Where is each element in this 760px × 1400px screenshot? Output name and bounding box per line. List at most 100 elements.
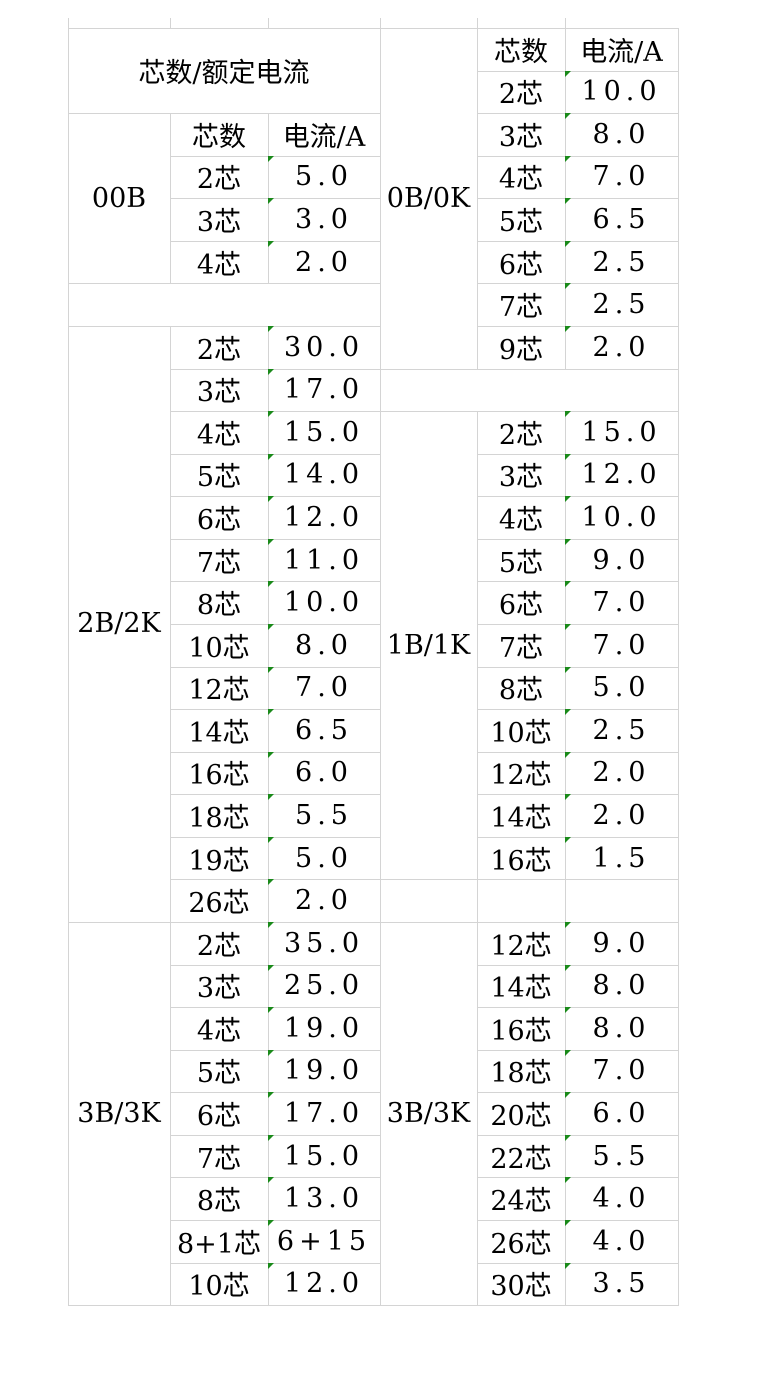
cores-cell[interactable]: 2芯 xyxy=(477,411,566,455)
current-cell[interactable]: 3.5 xyxy=(565,1262,679,1307)
current-cell[interactable]: 5.5 xyxy=(268,794,381,838)
cores-cell[interactable]: 3芯 xyxy=(477,113,566,157)
header-current-cell[interactable]: 电流/A xyxy=(268,113,381,157)
current-cell[interactable]: 2.5 xyxy=(565,283,679,327)
cores-cell[interactable]: 9芯 xyxy=(477,325,566,370)
cores-cell[interactable]: 2芯 xyxy=(170,155,269,200)
cores-cell[interactable]: 22芯 xyxy=(477,1134,566,1179)
current-cell[interactable]: 7.0 xyxy=(565,155,679,200)
current-cell[interactable]: 2.0 xyxy=(268,240,381,285)
current-cell[interactable]: 4.0 xyxy=(565,1219,679,1264)
cores-cell[interactable]: 12芯 xyxy=(170,666,269,711)
cores-cell[interactable]: 14芯 xyxy=(170,709,269,753)
cores-cell[interactable]: 6芯 xyxy=(477,240,566,285)
current-cell[interactable]: 10.0 xyxy=(565,496,679,540)
current-cell[interactable]: 5.0 xyxy=(565,666,679,711)
current-cell[interactable]: 8.0 xyxy=(268,623,381,668)
cores-cell[interactable]: 5芯 xyxy=(170,1049,269,1094)
group-label-cell[interactable]: 1B/1K xyxy=(380,411,478,881)
current-cell[interactable]: 30.0 xyxy=(268,325,381,370)
cores-cell[interactable]: 4芯 xyxy=(170,411,269,455)
current-cell[interactable]: 6.5 xyxy=(565,198,679,242)
current-cell[interactable]: 17.0 xyxy=(268,368,381,413)
current-cell[interactable]: 9.0 xyxy=(565,921,679,966)
current-cell[interactable]: 7.0 xyxy=(565,581,679,625)
current-cell[interactable]: 9.0 xyxy=(565,538,679,583)
current-cell[interactable]: 14.0 xyxy=(268,453,381,498)
cores-cell[interactable]: 8芯 xyxy=(170,581,269,625)
current-cell[interactable]: 2.0 xyxy=(565,325,679,370)
current-cell[interactable]: 11.0 xyxy=(268,538,381,583)
current-cell[interactable]: 19.0 xyxy=(268,1007,381,1051)
cores-cell[interactable]: 3芯 xyxy=(170,964,269,1009)
current-cell[interactable]: 6.0 xyxy=(268,751,381,796)
cores-cell[interactable]: 5芯 xyxy=(477,198,566,242)
cores-cell[interactable]: 2芯 xyxy=(477,70,566,115)
current-cell[interactable]: 5.0 xyxy=(268,155,381,200)
cores-cell[interactable]: 26芯 xyxy=(170,879,269,923)
cores-cell[interactable]: 12芯 xyxy=(477,921,566,966)
cores-cell[interactable]: 2芯 xyxy=(170,325,269,370)
cores-cell[interactable]: 12芯 xyxy=(477,751,566,796)
title-cell[interactable]: 芯数/额定电流 xyxy=(68,28,381,115)
cores-cell[interactable]: 3芯 xyxy=(170,368,269,413)
cores-cell[interactable]: 10芯 xyxy=(170,1262,269,1307)
cores-cell[interactable]: 2芯 xyxy=(170,921,269,966)
cores-cell[interactable]: 8芯 xyxy=(477,666,566,711)
current-cell[interactable]: 1.5 xyxy=(565,836,679,881)
current-cell[interactable]: 19.0 xyxy=(268,1049,381,1094)
header-cores-cell[interactable]: 芯数 xyxy=(477,28,566,72)
current-cell[interactable]: 5.0 xyxy=(268,836,381,881)
current-cell[interactable]: 8.0 xyxy=(565,113,679,157)
current-cell[interactable]: 7.0 xyxy=(565,1049,679,1094)
cores-cell[interactable]: 7芯 xyxy=(170,538,269,583)
cores-cell[interactable]: 6芯 xyxy=(170,1092,269,1136)
cores-cell[interactable]: 5芯 xyxy=(477,538,566,583)
group-label-cell[interactable]: 0B/0K xyxy=(380,28,478,370)
cores-cell[interactable]: 16芯 xyxy=(477,1007,566,1051)
current-cell[interactable]: 7.0 xyxy=(268,666,381,711)
group-label-cell[interactable]: 3B/3K xyxy=(380,921,478,1307)
current-cell[interactable]: 6.0 xyxy=(565,1092,679,1136)
current-cell[interactable]: 10.0 xyxy=(268,581,381,625)
group-label-cell[interactable]: 2B/2K xyxy=(68,325,171,923)
cores-cell[interactable]: 8+1芯 xyxy=(170,1219,269,1264)
cores-cell[interactable]: 16芯 xyxy=(170,751,269,796)
cores-cell[interactable]: 7芯 xyxy=(477,283,566,327)
current-cell[interactable]: 2.0 xyxy=(268,879,381,923)
current-cell[interactable]: 15.0 xyxy=(268,1134,381,1179)
cores-cell[interactable]: 16芯 xyxy=(477,836,566,881)
group-label-cell[interactable]: 3B/3K xyxy=(68,921,171,1307)
cores-cell[interactable]: 24芯 xyxy=(477,1177,566,1221)
cores-cell[interactable]: 7芯 xyxy=(477,623,566,668)
current-cell[interactable]: 2.0 xyxy=(565,794,679,838)
cores-cell[interactable]: 30芯 xyxy=(477,1262,566,1307)
cores-cell[interactable]: 10芯 xyxy=(477,709,566,753)
cores-cell[interactable]: 4芯 xyxy=(170,240,269,285)
current-cell[interactable]: 6+15 xyxy=(268,1219,381,1264)
current-cell[interactable]: 15.0 xyxy=(268,411,381,455)
current-cell[interactable]: 12.0 xyxy=(268,496,381,540)
current-cell[interactable]: 3.0 xyxy=(268,198,381,242)
cores-cell[interactable]: 8芯 xyxy=(170,1177,269,1221)
current-cell[interactable]: 6.5 xyxy=(268,709,381,753)
cores-cell[interactable]: 14芯 xyxy=(477,964,566,1009)
current-cell[interactable]: 8.0 xyxy=(565,1007,679,1051)
cores-cell[interactable]: 20芯 xyxy=(477,1092,566,1136)
header-cores-cell[interactable]: 芯数 xyxy=(170,113,269,157)
current-cell[interactable]: 15.0 xyxy=(565,411,679,455)
current-cell[interactable]: 8.0 xyxy=(565,964,679,1009)
empty-cell[interactable] xyxy=(68,283,381,327)
cores-cell[interactable]: 6芯 xyxy=(477,581,566,625)
cores-cell[interactable]: 3芯 xyxy=(477,453,566,498)
cores-cell[interactable]: 10芯 xyxy=(170,623,269,668)
cores-cell[interactable]: 14芯 xyxy=(477,794,566,838)
current-cell[interactable]: 5.5 xyxy=(565,1134,679,1179)
current-cell[interactable]: 2.0 xyxy=(565,751,679,796)
current-cell[interactable]: 12.0 xyxy=(565,453,679,498)
empty-cell[interactable] xyxy=(380,368,679,413)
current-cell[interactable]: 13.0 xyxy=(268,1177,381,1221)
current-cell[interactable]: 12.0 xyxy=(268,1262,381,1307)
current-cell[interactable]: 2.5 xyxy=(565,709,679,753)
cores-cell[interactable]: 4芯 xyxy=(170,1007,269,1051)
